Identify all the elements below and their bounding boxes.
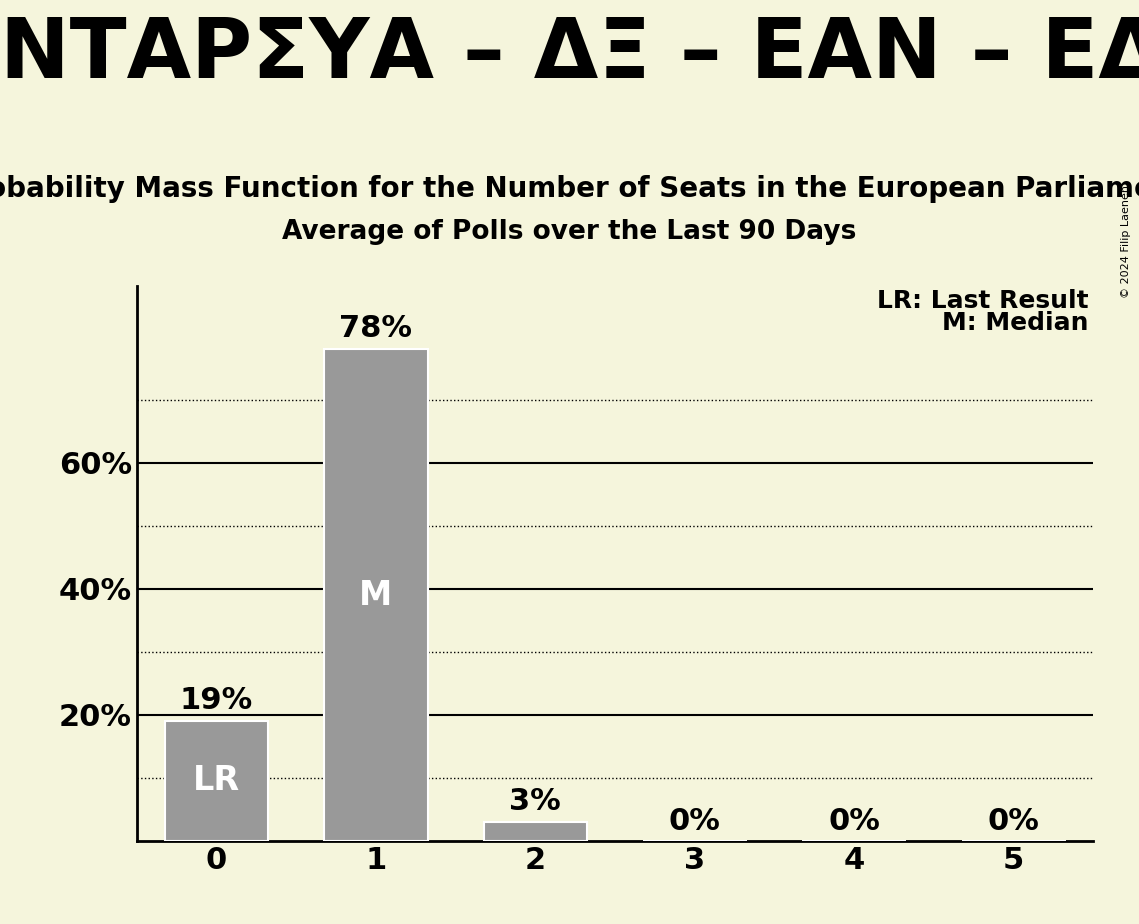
Bar [164, 721, 268, 841]
Text: © 2024 Filip Laenen: © 2024 Filip Laenen [1121, 185, 1131, 298]
Text: 0%: 0% [988, 807, 1040, 836]
Text: 3%: 3% [509, 786, 562, 816]
Bar [483, 822, 588, 841]
Text: ΝΤΑΡΣΥΑ – ΔΞ – ΕΑΝ – ΕΔ – ΕΚΕ – ΚΙΔΗ – Π-ΠΕ – Σπ: ΝΤΑΡΣΥΑ – ΔΞ – ΕΑΝ – ΕΔ – ΕΚΕ – ΚΙΔΗ – Π… [0, 14, 1139, 95]
Text: Probability Mass Function for the Number of Seats in the European Parliament: Probability Mass Function for the Number… [0, 176, 1139, 203]
Text: M: Median: M: Median [942, 311, 1089, 335]
Text: Average of Polls over the Last 90 Days: Average of Polls over the Last 90 Days [282, 219, 857, 245]
Text: 0%: 0% [669, 807, 721, 836]
Text: M: M [359, 578, 393, 612]
Text: 78%: 78% [339, 314, 412, 343]
Text: 19%: 19% [180, 686, 253, 715]
Bar [325, 349, 428, 841]
Text: LR: LR [192, 764, 240, 797]
Text: 0%: 0% [828, 807, 880, 836]
Text: LR: Last Result: LR: Last Result [877, 289, 1089, 313]
